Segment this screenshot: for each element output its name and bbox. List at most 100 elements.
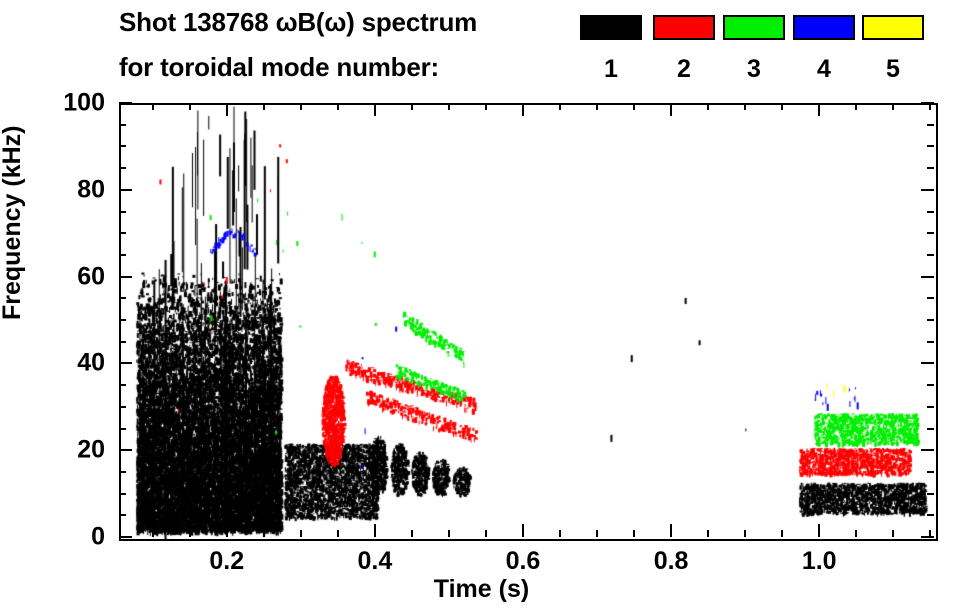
x-tick-bottom-0.25 xyxy=(262,530,265,537)
y-tick-label-80: 80 xyxy=(77,175,105,204)
y-tick-right-95 xyxy=(927,123,934,126)
y-tick-right-10 xyxy=(927,492,934,495)
x-tick-bottom-1.15 xyxy=(929,530,932,537)
y-tick-label-20: 20 xyxy=(77,435,105,464)
y-tick-right-55 xyxy=(927,297,934,300)
x-tick-top-1.05 xyxy=(855,103,858,110)
x-tick-label-0.6: 0.6 xyxy=(505,547,541,575)
legend-swatch-3 xyxy=(723,15,785,40)
legend-swatch-2 xyxy=(653,15,715,40)
x-tick-bottom-0.5 xyxy=(447,530,450,537)
x-tick-top-0.85 xyxy=(707,103,710,110)
x-tick-bottom-1.1 xyxy=(892,530,895,537)
x-tick-top-0.95 xyxy=(781,103,784,110)
x-tick-bottom-0.75 xyxy=(633,530,636,537)
x-tick-label-0.8: 0.8 xyxy=(653,547,689,575)
x-tick-top-0.1 xyxy=(151,103,154,110)
y-tick-right-40 xyxy=(921,362,934,365)
y-tick-label-0: 0 xyxy=(91,522,105,551)
x-tick-label-0.4: 0.4 xyxy=(357,547,393,575)
x-tick-top-0.35 xyxy=(336,103,339,110)
y-tick-left-55 xyxy=(119,297,126,300)
x-tick-top-0.3 xyxy=(299,103,302,110)
y-tick-left-80 xyxy=(119,188,132,191)
legend-label-1: 1 xyxy=(604,55,618,83)
x-tick-top-0.65 xyxy=(559,103,561,110)
y-tick-left-20 xyxy=(119,449,132,452)
x-tick-top-0.75 xyxy=(633,103,636,110)
x-tick-top-0.4 xyxy=(373,103,376,116)
x-tick-top-0.55 xyxy=(484,103,487,110)
y-tick-right-80 xyxy=(921,188,934,191)
y-tick-left-70 xyxy=(119,232,126,235)
x-tick-top-1.15 xyxy=(929,103,932,110)
legend-label-3: 3 xyxy=(747,55,761,83)
y-tick-left-30 xyxy=(119,405,126,408)
x-tick-top-0.5 xyxy=(447,103,450,110)
legend-label-2: 2 xyxy=(677,55,691,83)
x-tick-bottom-0.4 xyxy=(373,524,376,537)
y-tick-left-35 xyxy=(119,384,126,387)
x-tick-top-0.45 xyxy=(410,103,413,110)
y-tick-left-25 xyxy=(119,427,126,430)
x-tick-bottom-0.85 xyxy=(707,530,710,537)
x-tick-top-0.15 xyxy=(188,103,191,110)
y-tick-right-75 xyxy=(927,210,934,213)
x-tick-bottom-0.3 xyxy=(299,530,302,537)
y-tick-right-50 xyxy=(927,319,934,321)
legend-label-4: 4 xyxy=(817,55,831,83)
y-tick-left-10 xyxy=(119,492,126,495)
x-tick-bottom-0.7 xyxy=(596,530,599,537)
y-tick-left-60 xyxy=(119,275,132,278)
x-tick-bottom-0.2 xyxy=(225,524,228,537)
spectrogram-canvas xyxy=(121,105,936,539)
x-tick-bottom-0.9 xyxy=(744,530,747,537)
x-tick-label-0.2: 0.2 xyxy=(209,547,245,575)
y-tick-right-45 xyxy=(927,340,934,343)
figure-title-line-1: Shot 138768 ωB(ω) spectrum xyxy=(119,7,478,37)
y-tick-right-0 xyxy=(921,536,934,538)
x-tick-bottom-0.55 xyxy=(484,530,487,537)
y-tick-left-50 xyxy=(119,319,126,321)
legend-label-5: 5 xyxy=(886,55,900,83)
y-tick-right-30 xyxy=(927,405,934,408)
y-tick-left-100 xyxy=(119,102,132,104)
x-tick-bottom-1 xyxy=(818,524,821,537)
y-tick-right-25 xyxy=(927,427,934,430)
x-tick-bottom-0.95 xyxy=(781,530,784,537)
y-tick-left-65 xyxy=(119,253,126,256)
y-tick-right-20 xyxy=(921,449,934,452)
legend-swatch-1 xyxy=(580,15,642,40)
y-tick-left-75 xyxy=(119,210,126,213)
legend-swatch-4 xyxy=(793,15,855,40)
y-tick-right-35 xyxy=(927,384,934,387)
y-tick-label-40: 40 xyxy=(77,348,105,377)
y-tick-label-60: 60 xyxy=(77,262,105,291)
y-tick-left-45 xyxy=(119,340,126,343)
x-tick-top-1 xyxy=(818,103,821,116)
x-tick-bottom-0.15 xyxy=(188,530,191,537)
y-tick-left-85 xyxy=(119,167,126,170)
x-tick-top-0.7 xyxy=(596,103,599,110)
y-tick-left-90 xyxy=(119,145,126,148)
y-tick-left-0 xyxy=(119,536,132,538)
x-tick-label-1.0: 1.0 xyxy=(801,547,837,575)
x-tick-top-0.2 xyxy=(225,103,228,116)
x-axis-title: Time (s) xyxy=(433,575,530,603)
x-tick-bottom-1.05 xyxy=(855,530,858,537)
x-tick-bottom-0.65 xyxy=(559,530,561,537)
x-tick-bottom-0.8 xyxy=(670,524,673,537)
y-tick-right-15 xyxy=(927,470,934,473)
y-tick-right-90 xyxy=(927,145,934,148)
x-tick-bottom-0.1 xyxy=(151,530,154,537)
x-tick-bottom-0.35 xyxy=(336,530,339,537)
legend-swatch-5 xyxy=(862,15,924,40)
x-tick-top-0.8 xyxy=(670,103,673,116)
y-tick-left-40 xyxy=(119,362,132,365)
y-tick-right-65 xyxy=(927,253,934,256)
y-axis-title: Frequency (kHz) xyxy=(0,125,26,320)
y-tick-right-100 xyxy=(921,102,934,104)
x-tick-bottom-0.6 xyxy=(521,524,524,537)
y-tick-label-100: 100 xyxy=(63,88,105,117)
